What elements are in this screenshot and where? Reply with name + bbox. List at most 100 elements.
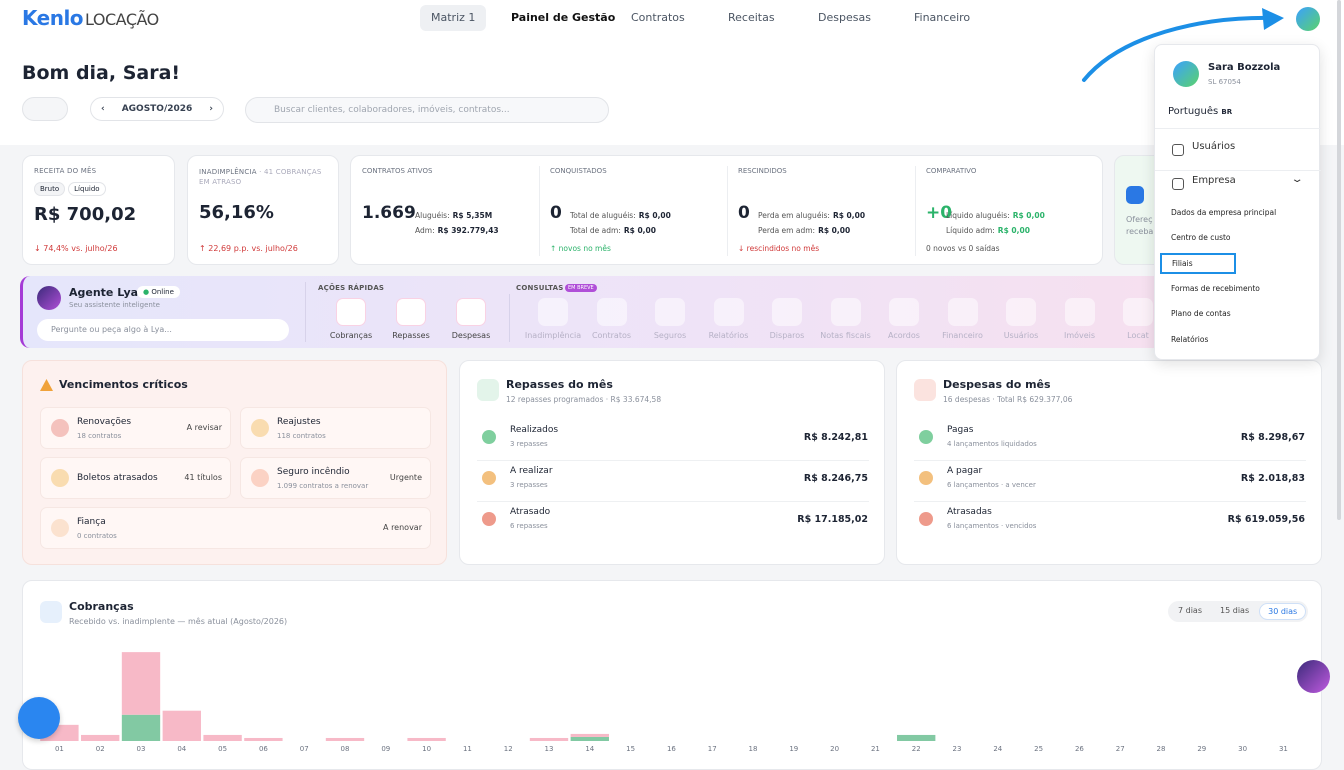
x-tick-label: 29 [1197,745,1206,753]
divider [914,501,1306,502]
line-value: R$ 5,35M [452,211,493,220]
bar [162,710,201,741]
nav-item[interactable]: Receitas [728,11,775,24]
nav-item[interactable]: Matriz 1 [420,5,487,31]
user-menu: Sara Bozzola SL 67054 Português BR Usuár… [1154,44,1321,360]
consult-icon [655,298,685,326]
toggle[interactable]: Bruto [34,182,66,196]
kpi-label: CONQUISTADOS [550,167,607,175]
kpi-line: Total de adm: R$ 0,00 [570,226,656,235]
card-title: Repasses do mês [506,378,613,391]
submenu-item[interactable]: Dados da empresa principal [1171,208,1277,217]
agent-avatar [37,286,61,310]
greeting: Bom dia, Sara! [22,62,181,84]
nav-item[interactable]: Despesas [818,11,871,24]
logo-brand: Kenlo [22,6,84,30]
nav-item[interactable]: Painel de Gestão [511,11,616,24]
consult-label: Financeiro [942,331,983,340]
submenu-item[interactable]: Plano de contas [1171,309,1231,319]
arrow [1082,8,1284,82]
consult-icon [1064,298,1095,326]
period-picker[interactable]: ‹ AGOSTO/2026 › [90,97,224,121]
x-tick-label: 10 [422,745,431,753]
item-tag: 41 títulos [184,473,222,482]
badge: EM BREVE [565,284,597,292]
card-subtitle: Recebido vs. inadimplente — mês atual (A… [69,617,288,626]
chat-button[interactable] [18,697,60,739]
submenu-item[interactable]: Filiais [1160,252,1236,274]
despesas: Despesas do mês 16 despesas · Total R$ 62… [896,360,1322,565]
logo[interactable]: Kenlo LOCAÇÃO [22,6,159,30]
nav-item[interactable]: Financeiro [914,11,971,24]
alert-item[interactable]: Renovações 18 contratos A revisar [40,407,231,449]
alert-item[interactable]: Boletos atrasados 41 títulos [40,457,231,499]
consult-label: Inadimplência [524,331,582,340]
row-value: R$ 8.246,75 [803,473,868,484]
nav-item[interactable]: Contratos [631,11,685,24]
bar [81,734,120,741]
menu-item[interactable]: Empresa [1192,175,1236,186]
action-label[interactable]: Cobranças [329,331,373,340]
language[interactable]: Português BR [1168,106,1232,117]
action-label[interactable]: Repasses [392,331,430,340]
action-label[interactable]: Despesas [451,331,491,340]
kpi-delta: ↑ 22,69 p.p. vs. julho/26 [199,244,298,253]
row-sub: 3 repasses [510,481,548,489]
action-icon[interactable] [336,298,366,326]
divider [915,166,916,256]
range-tab[interactable]: 30 dias [1259,603,1307,620]
consult-icon [538,298,568,326]
avatar[interactable] [1296,7,1320,31]
view-toggle[interactable] [22,97,68,121]
item-title: Boletos atrasados [77,473,158,483]
consult-label: Notas fiscais [820,331,871,340]
consult-icon [713,298,744,326]
item-sub: 118 contratos [277,432,326,440]
submenu-item[interactable]: Formas de recebimento [1171,283,1260,293]
item-icon [51,519,69,537]
kpi-foot: ↑ novos no mês [550,244,611,253]
user-id: SL 67054 [1208,78,1241,86]
line-label: Perda em aluguéis: [758,211,830,220]
x-tick-label: 09 [381,745,390,753]
partial-text: receba [1126,227,1154,236]
chart: 01 02 03 04 05 06 07 08 09 10 11 12 13 14 15 16 17 18 19 20… [40,652,1288,753]
lya-button[interactable] [1297,660,1330,693]
search[interactable]: Buscar clientes, colaboradores, imóveis,… [245,97,609,123]
action-icon[interactable] [396,298,426,326]
action-icon[interactable] [456,298,486,326]
agent-input[interactable]: Pergunte ou peça algo à Lya... [37,319,289,341]
menu-item[interactable]: Usuários [1192,141,1236,152]
card-title: Vencimentos críticos [59,378,188,391]
line-value: R$ 0,00 [1012,211,1045,220]
card-icon [477,379,499,401]
chevron[interactable]: ⌄ [1290,174,1304,185]
row-sub: 6 lançamentos · vencidos [947,522,1037,530]
range-tab[interactable]: 7 dias [1178,606,1203,615]
user-name: Sara Bozzola [1208,62,1281,73]
scrollbar [1337,0,1341,520]
alert-item[interactable]: Seguro incêndio 1.099 contratos a renovar… [240,457,431,499]
row-sub: 6 repasses [510,522,548,530]
row-icon [919,471,933,485]
consult-label: Acordos [888,331,920,340]
submenu-item[interactable]: Centro de custo [1171,233,1231,243]
item-sub: 18 contratos [77,432,122,440]
x-tick-label: 17 [708,745,717,753]
language-name: Português [1168,106,1219,117]
divider [1155,170,1321,171]
submenu-item[interactable]: Relatórios [1171,334,1209,344]
range-tab[interactable]: 15 dias [1220,606,1250,615]
alert-item[interactable]: Reajustes 118 contratos [240,407,431,449]
toggle[interactable]: Líquido [68,182,106,196]
partial-icon [1126,186,1144,204]
warn-icon [40,379,53,391]
x-tick-label: 06 [259,745,268,753]
row-title: Pagas [947,425,974,435]
bar [121,714,161,741]
x-tick-label: 04 [177,745,186,753]
divider [477,501,869,502]
alert-item[interactable]: Fiança 0 contratos A renovar [40,507,431,549]
x-tick-label: 28 [1157,745,1166,753]
x-tick-label: 07 [300,745,309,753]
